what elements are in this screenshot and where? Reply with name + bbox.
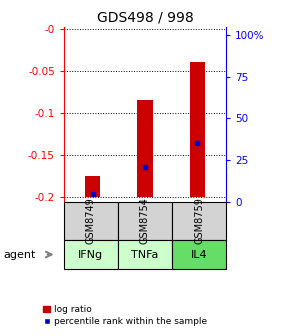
Text: IFNg: IFNg xyxy=(78,250,104,259)
Legend: log ratio, percentile rank within the sample: log ratio, percentile rank within the sa… xyxy=(39,302,211,330)
Text: agent: agent xyxy=(3,250,35,259)
Bar xyxy=(137,100,153,197)
Text: GSM8754: GSM8754 xyxy=(140,198,150,244)
Bar xyxy=(85,176,100,197)
Title: GDS498 / 998: GDS498 / 998 xyxy=(97,10,193,24)
Text: GSM8759: GSM8759 xyxy=(194,198,204,244)
Text: IL4: IL4 xyxy=(191,250,207,259)
Text: GSM8749: GSM8749 xyxy=(86,198,96,244)
Text: TNFa: TNFa xyxy=(131,250,159,259)
Bar xyxy=(190,62,205,197)
